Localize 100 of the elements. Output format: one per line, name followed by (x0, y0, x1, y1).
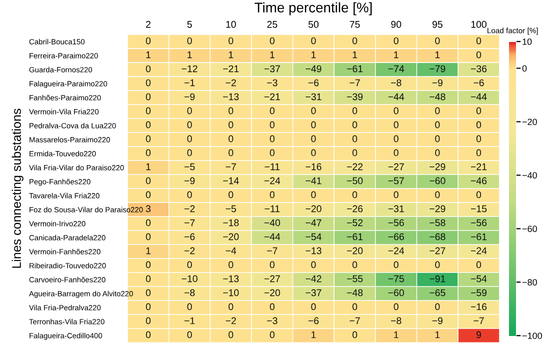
data-label: −91 (430, 275, 446, 282)
data-label: 0 (476, 135, 482, 142)
data-label: −7 (350, 317, 360, 324)
data-label: 0 (146, 233, 151, 240)
data-label: −21 (470, 163, 487, 170)
data-label: −15 (470, 205, 487, 212)
data-label: 0 (270, 135, 275, 142)
data-label: −20 (223, 233, 239, 240)
data-label: −57 (388, 177, 404, 184)
data-label: 0 (228, 135, 234, 142)
data-label: −7 (184, 219, 195, 226)
data-label: −61 (347, 65, 363, 72)
data-label: 1 (312, 331, 316, 338)
data-label: 0 (352, 121, 358, 128)
data-label: 0 (311, 121, 316, 128)
data-label: −56 (388, 219, 404, 226)
data-label: 1 (146, 163, 150, 170)
data-label: −7 (226, 163, 236, 170)
data-label: 0 (146, 191, 151, 198)
data-label: 0 (352, 191, 358, 198)
data-label: −9 (184, 93, 195, 100)
color-bar-label: 0 (522, 65, 527, 72)
data-label: −10 (182, 275, 198, 282)
data-label: 0 (228, 261, 234, 268)
data-label: 0 (146, 331, 151, 338)
data-label: −27 (430, 247, 446, 254)
data-label: 0 (187, 37, 192, 44)
data-label: 0 (146, 219, 151, 226)
data-label: −9 (432, 79, 443, 86)
data-label: 0 (187, 135, 192, 142)
data-label: 0 (311, 303, 316, 310)
data-label: 0 (146, 65, 151, 72)
data-label: 0 (435, 135, 440, 142)
data-label: −18 (223, 219, 239, 226)
data-label: 1 (435, 51, 440, 58)
data-label: 0 (146, 317, 151, 324)
data-label: 1 (228, 51, 234, 58)
data-label: −4 (226, 247, 236, 254)
data-label: 0 (435, 191, 440, 198)
data-label: 0 (476, 51, 482, 58)
data-label: −61 (347, 233, 363, 240)
data-label: −11 (264, 163, 280, 170)
data-label: −20 (306, 205, 322, 212)
data-label: −44 (388, 93, 404, 100)
data-label: −8 (184, 289, 195, 296)
data-label: −50 (347, 177, 363, 184)
data-label: −21 (223, 65, 239, 72)
data-label: 0 (352, 303, 358, 310)
color-bar-label: −40 (522, 172, 537, 179)
data-label: −16 (470, 303, 487, 310)
data-label: 0 (476, 149, 482, 156)
data-label: −7 (267, 247, 278, 254)
data-label: −8 (391, 79, 402, 86)
data-label: −37 (306, 289, 322, 296)
data-label: −54 (470, 275, 487, 282)
data-label: 0 (146, 289, 151, 296)
x-tick-label: 100 (471, 20, 486, 28)
data-label: 0 (146, 37, 151, 44)
data-label: 1 (146, 247, 150, 254)
data-label: 0 (270, 107, 275, 114)
data-label: 0 (476, 121, 482, 128)
data-label: −1 (184, 317, 195, 324)
data-label: 0 (270, 261, 275, 268)
data-label: −75 (388, 275, 404, 282)
data-label: 0 (352, 107, 358, 114)
data-label: −13 (223, 275, 239, 282)
data-label: 1 (352, 51, 358, 58)
x-axis-title: Time percentile [%] (254, 2, 372, 16)
data-label: −13 (223, 93, 239, 100)
data-label: −20 (264, 289, 280, 296)
data-label: −24 (264, 177, 280, 184)
data-label: −31 (388, 205, 404, 212)
data-label: 0 (435, 107, 440, 114)
y-axis-title: Lines connecting substations (12, 108, 24, 268)
x-tick-label: 95 (432, 20, 442, 28)
data-label: −54 (306, 233, 322, 240)
data-label: 0 (187, 107, 192, 114)
data-label: −6 (184, 233, 195, 240)
data-label: 0 (146, 107, 151, 114)
data-label: 0 (352, 149, 358, 156)
data-label: −6 (474, 79, 484, 86)
data-label: −37 (264, 65, 280, 72)
data-label: 0 (352, 261, 358, 268)
data-label: −44 (264, 233, 280, 240)
data-label: 0 (394, 107, 398, 114)
data-label: −66 (388, 233, 404, 240)
data-label: −7 (474, 317, 484, 324)
data-label: −31 (306, 93, 322, 100)
data-label: −2 (226, 79, 236, 86)
data-label: −59 (470, 289, 487, 296)
data-label: 0 (187, 191, 192, 198)
data-label: 0 (476, 261, 482, 268)
data-label: 0 (270, 121, 275, 128)
color-bar-label: −80 (522, 279, 537, 286)
data-label: 0 (394, 121, 398, 128)
data-label: −27 (264, 275, 280, 282)
data-label: −10 (223, 289, 239, 296)
data-label: −5 (226, 205, 236, 212)
data-label: −42 (306, 275, 322, 282)
x-tick-label: 75 (350, 21, 360, 28)
